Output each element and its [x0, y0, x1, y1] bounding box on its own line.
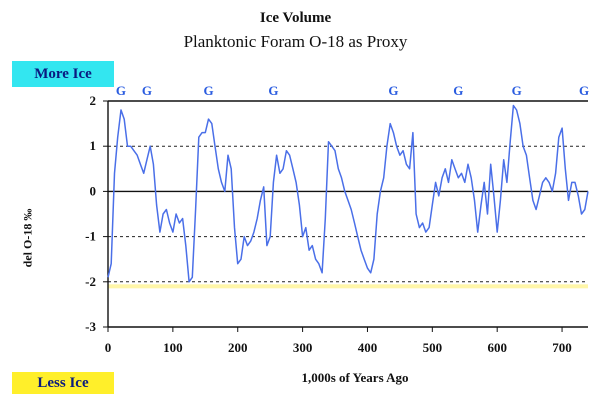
x-tick-label: 400 — [358, 340, 378, 355]
less-ice-badge: Less Ice — [12, 372, 114, 394]
y-tick-label: 0 — [90, 183, 97, 198]
glacial-marker: G — [116, 83, 126, 98]
x-tick-label: 300 — [293, 340, 313, 355]
chart-subtitle: Planktonic Foram O-18 as Proxy — [183, 32, 408, 51]
x-tick-label: 0 — [105, 340, 112, 355]
chart-title: Ice Volume — [259, 10, 332, 26]
x-tick-label: 100 — [163, 340, 183, 355]
x-tick-label: 700 — [552, 340, 572, 355]
y-tick-label: -2 — [85, 274, 96, 289]
glacial-marker: G — [268, 83, 278, 98]
glacial-marker: G — [388, 83, 398, 98]
glacial-marker: G — [142, 83, 152, 98]
glacial-marker: G — [453, 83, 463, 98]
glacial-marker: G — [512, 83, 522, 98]
more-ice-badge: More Ice — [12, 61, 114, 87]
x-tick-label: 200 — [228, 340, 248, 355]
x-axis-label: 1,000s of Years Ago — [301, 370, 409, 385]
y-tick-label: 1 — [90, 138, 97, 153]
y-axis-label: del O-18 ‰ — [20, 208, 35, 268]
reference-band — [108, 284, 588, 289]
glacial-marker: G — [579, 83, 589, 98]
glacial-marker: G — [203, 83, 213, 98]
y-tick-label: -1 — [85, 229, 96, 244]
x-tick-label: 500 — [423, 340, 443, 355]
series-line — [107, 104, 589, 283]
y-tick-label: -3 — [85, 319, 96, 334]
y-tick-label: 2 — [90, 93, 97, 108]
x-tick-label: 600 — [487, 340, 507, 355]
